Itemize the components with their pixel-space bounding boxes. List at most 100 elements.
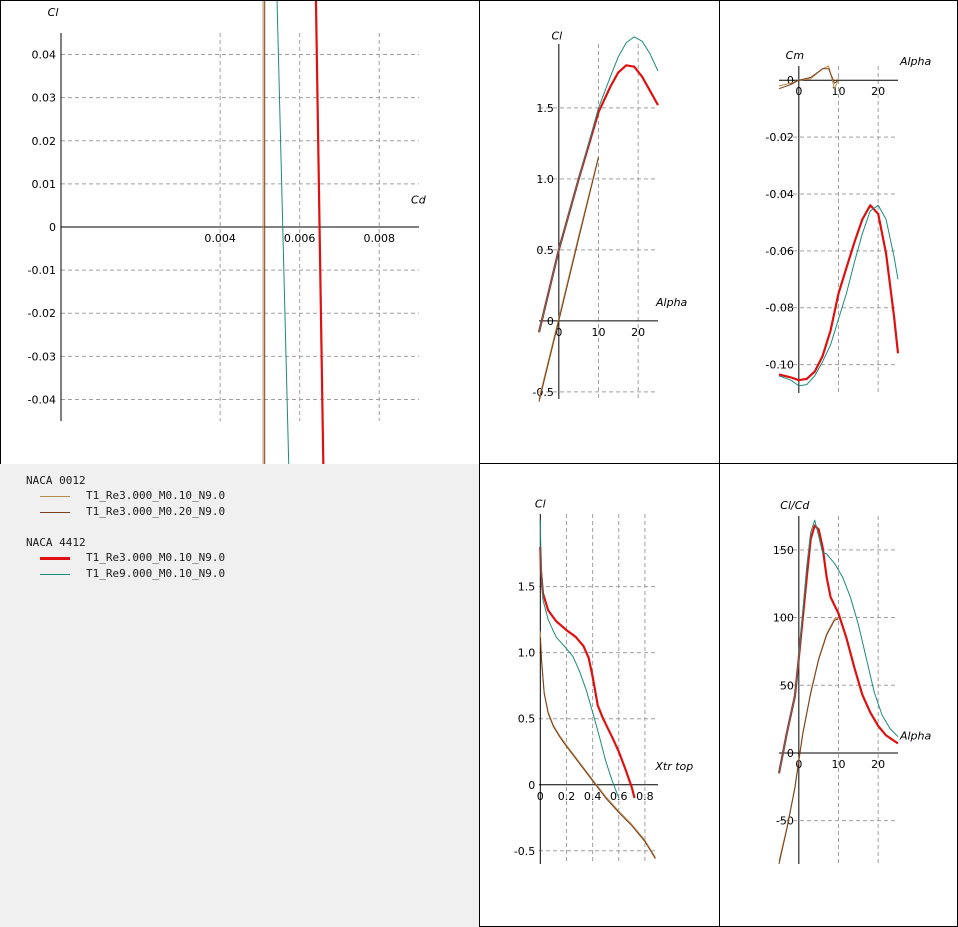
legend-entry-label: T1_Re9.000_M0.10_N9.0 [86,567,226,580]
legend-entry[interactable]: T1_Re3.000_M0.10_N9.0 [26,550,225,566]
y-tick-label: 0.5 [536,244,554,257]
y-tick-label: 0 [547,315,554,328]
x-tick-label: 0.6 [610,790,628,803]
y-tick-label: 150 [773,544,794,557]
y-tick-label: -0.04 [28,393,56,406]
cl-xtr-chart-panel[interactable]: 0 0.2 0.4 0.6 0.8 1.5 1.0 0.5 0 -0.5 Xtr top Cl [479,463,720,927]
y-tick-label: -0.02 [28,307,56,320]
legend-entry[interactable]: T1_Re3.000_M0.10_N9.0 [26,488,225,504]
y-tick-label: -0.02 [765,131,793,144]
x-tick-label: 0.004 [204,232,236,245]
y-tick-label: -0.06 [765,245,793,258]
series-line [276,1,290,464]
y-tick-label: 1.5 [518,581,536,594]
series-line [778,618,839,865]
y-tick-label: 100 [773,612,794,625]
x-tick-label: 10 [592,326,606,339]
series-line [778,204,900,382]
x-tick-label: 20 [631,326,645,339]
y-tick-label: -0.01 [28,264,56,277]
y-tick-label: 0.03 [32,92,57,105]
y-tick-label: 1.0 [518,647,536,660]
legend-entry-label: T1_Re3.000_M0.20_N9.0 [86,505,226,518]
x-tick-label: 0.008 [363,232,395,245]
x-tick-label: 0.006 [284,232,316,245]
x-tick-label: 0 [537,790,544,803]
y-tick-label: -0.5 [514,845,535,858]
y-tick-label: -0.03 [28,350,56,363]
series-line [539,546,636,799]
y-tick-label: 50 [780,679,794,692]
y-tick-label: 0.02 [32,135,57,148]
gridlines [779,516,898,864]
x-tick-label: 0 [795,758,802,771]
legend-group-naca4412: NACA 4412 T1_Re3.000_M0.10_N9.0 T1_Re9.0… [26,536,225,582]
clcd-alpha-chart-panel[interactable]: 0 10 20 150 100 50 0 -50 Alpha Cl/Cd [719,463,958,927]
gridlines [61,33,419,421]
series-line [539,636,656,859]
x-tick-label: 0 [795,85,802,98]
y-tick-label: -0.08 [765,302,793,315]
x-axis-title: Cd [411,193,427,206]
series-line [778,519,899,774]
y-tick-label: -0.04 [765,188,793,201]
cl-alpha-chart: 0 10 20 1.5 1.0 0.5 0 -0.5 Alpha Cl [532,30,688,402]
y-tick-label: 0 [787,74,794,87]
series-line [539,631,656,858]
legend-entry[interactable]: T1_Re3.000_M0.20_N9.0 [26,504,225,520]
gridlines [779,66,898,393]
x-tick-label: 0 [555,326,562,339]
y-axis-title: Cm [786,49,804,62]
y-tick-label: -0.5 [532,386,553,399]
x-axis-title: Alpha [899,55,932,68]
y-tick-label: -0.10 [765,359,793,372]
cl-xtr-chart: 0 0.2 0.4 0.6 0.8 1.5 1.0 0.5 0 -0.5 Xtr top Cl [514,497,693,864]
series-line [538,157,599,402]
series-line [778,68,839,90]
y-axis-title: Cl [48,6,59,19]
legend-group-title: NACA 0012 [26,474,86,487]
x-axis-title: Alpha [655,296,688,309]
y-tick-label: 0.04 [32,49,57,62]
x-tick-label: 10 [832,758,846,771]
cl-alpha-chart-panel[interactable]: 0 10 20 1.5 1.0 0.5 0 -0.5 Alpha Cl [479,0,720,465]
legend-group-naca0012: NACA 0012 T1_Re3.000_M0.10_N9.0 T1_Re3.0… [26,474,225,520]
y-tick-label: 1.0 [536,173,554,186]
x-axis-title: Alpha [899,730,932,743]
y-tick-label: 0.01 [32,178,57,191]
legend-line-swatch [40,574,70,575]
legend-line-swatch [40,557,70,560]
clcd-alpha-chart: 0 10 20 150 100 50 0 -50 Alpha Cl/Cd [773,499,932,865]
x-axis-title: Xtr top [654,760,693,773]
y-tick-label: 0 [49,221,56,234]
legend-entry[interactable]: T1_Re9.000_M0.10_N9.0 [26,566,225,582]
x-tick-label: 0.8 [636,790,654,803]
gridlines [539,44,658,399]
series-line [778,204,899,387]
legend-line-swatch [40,512,70,513]
y-axis-title: Cl/Cd [780,499,810,512]
legend-entry-label: T1_Re3.000_M0.10_N9.0 [86,551,226,564]
x-tick-label: 20 [871,85,885,98]
y-tick-label: -50 [776,815,794,828]
series-line [538,36,659,333]
x-tick-label: 20 [871,758,885,771]
series-line [314,1,325,464]
y-tick-label: 0 [787,747,794,760]
y-axis-title: Cl [551,30,562,43]
legend-group-title: NACA 4412 [26,536,86,549]
y-tick-label: 0 [528,779,535,792]
gridlines [539,514,658,864]
x-tick-label: 0.2 [558,790,576,803]
y-tick-label: 0.5 [518,713,536,726]
y-axis-title: Cl [535,497,546,510]
y-tick-label: 1.5 [536,102,554,115]
cm-alpha-chart-panel[interactable]: 0 10 20 0 -0.02 -0.04 -0.06 -0.08 -0.10 Alpha Cm [719,0,958,465]
legend-line-swatch [40,496,70,497]
legend-panel: NACA 0012 T1_Re3.000_M0.10_N9.0 T1_Re3.0… [0,464,480,927]
legend-entry-label: T1_Re3.000_M0.10_N9.0 [86,489,226,502]
polar-chart-panel[interactable]: 0.004 0.006 0.008 0.04 0.03 0.02 0.01 0 -0.01 -0.… [0,0,480,465]
x-tick-label: 0.4 [584,790,602,803]
polar-chart: 0.004 0.006 0.008 0.04 0.03 0.02 0.01 0 -0.01 -0.… [28,1,427,464]
